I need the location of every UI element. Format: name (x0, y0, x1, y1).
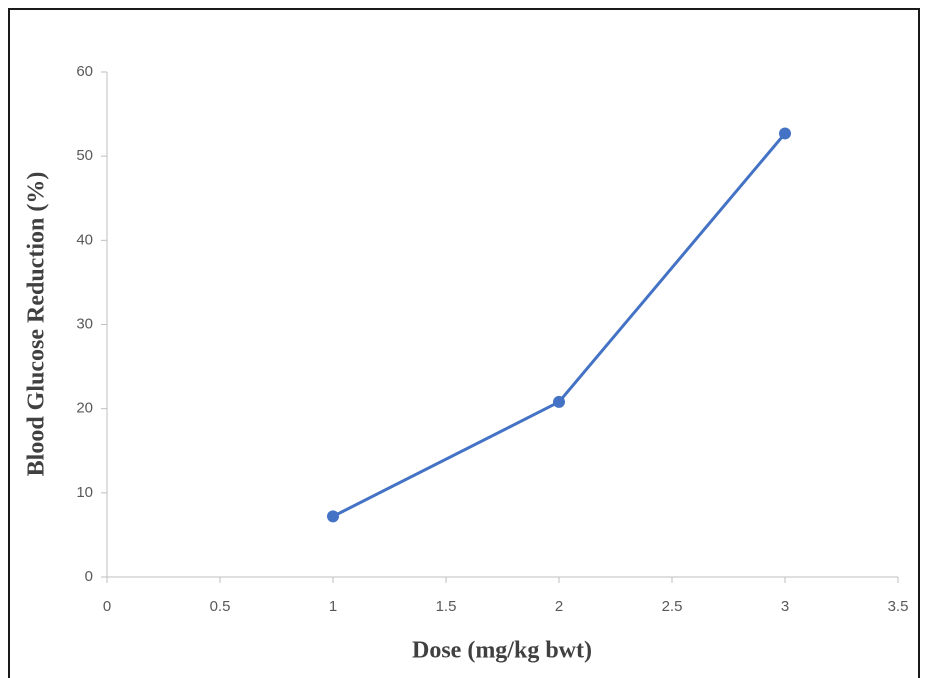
y-tick-label: 40 (76, 231, 93, 248)
y-tick-label: 0 (85, 568, 93, 585)
y-tick-label: 10 (76, 484, 93, 501)
marker (327, 510, 339, 523)
y-tick-label: 20 (76, 400, 93, 417)
x-tick-label: 3.5 (888, 598, 909, 615)
x-tick-label: 0 (103, 598, 111, 615)
y-tick-label: 60 (76, 63, 93, 80)
x-tick-label: 0.5 (210, 598, 231, 615)
x-tick-label: 2 (555, 598, 563, 615)
x-axis-title: Dose (mg/kg bwt) (412, 638, 592, 664)
y-axis-title: Blood Glucose Reduction (%) (24, 172, 50, 477)
x-tick-label: 3 (781, 598, 789, 615)
marker (553, 395, 565, 408)
y-tick-label: 30 (76, 315, 93, 332)
chart-border (8, 8, 920, 678)
x-tick-label: 1.5 (436, 598, 457, 615)
x-tick-label: 2.5 (662, 598, 683, 615)
marker (779, 127, 791, 140)
y-tick-label: 50 (76, 147, 93, 164)
x-tick-label: 1 (329, 598, 337, 615)
